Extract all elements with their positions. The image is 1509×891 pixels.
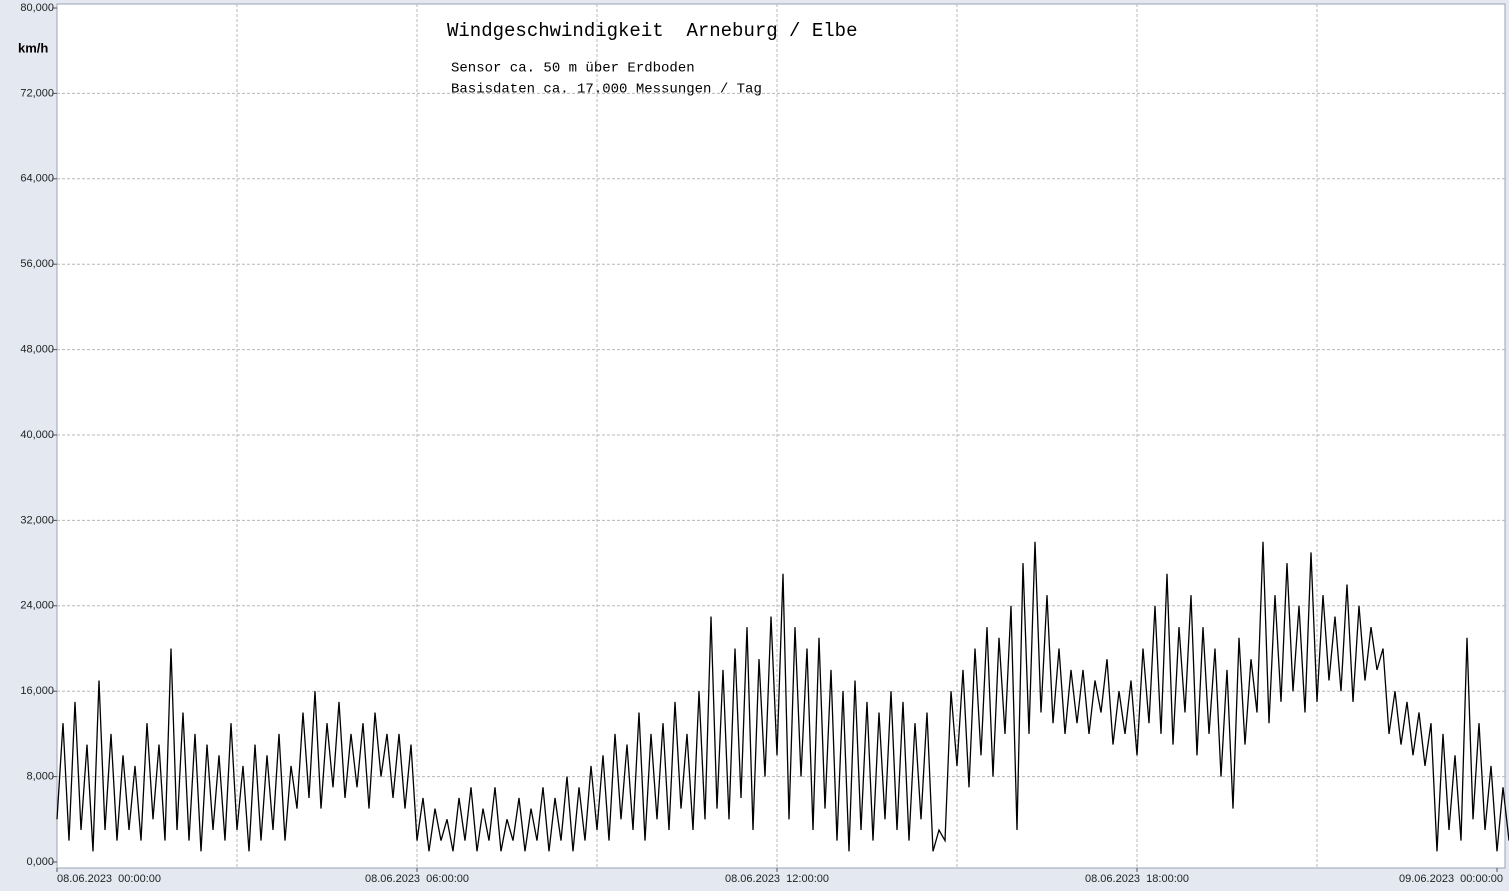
y-axis-label: km/h [18, 40, 48, 55]
subtitle: Basisdaten ca. 17.000 Messungen / Tag [451, 82, 762, 98]
x-tick-label: 08.06.2023 00:00:00 [57, 873, 161, 885]
chart-title: Windgeschwindigkeit Arneburg / Elbe [447, 20, 857, 42]
y-tick-label: 72,000 [20, 87, 54, 99]
plot-area [56, 3, 1506, 869]
y-tick-label: 24,000 [20, 600, 54, 612]
y-tick-label: 40,000 [20, 429, 54, 441]
x-tick-label: 08.06.2023 18:00:00 [1085, 873, 1189, 885]
y-tick-label: 8,000 [26, 771, 54, 783]
y-tick-label: 16,000 [20, 685, 54, 697]
subtitle: Sensor ca. 50 m über Erdboden [451, 61, 695, 77]
y-tick-label: 32,000 [20, 514, 54, 526]
x-tick-label: 08.06.2023 06:00:00 [365, 873, 469, 885]
y-tick-label: 48,000 [20, 344, 54, 356]
x-tick-label: 09.06.2023 00:00:00 [1399, 873, 1503, 885]
y-tick-label: 0,000 [26, 856, 54, 868]
x-tick-label: 08.06.2023 12:00:00 [725, 873, 829, 885]
y-tick-label: 56,000 [20, 258, 54, 270]
wind-speed-line [56, 541, 1509, 852]
y-tick-label: 80,000 [20, 2, 54, 14]
y-tick-label: 64,000 [20, 173, 54, 185]
